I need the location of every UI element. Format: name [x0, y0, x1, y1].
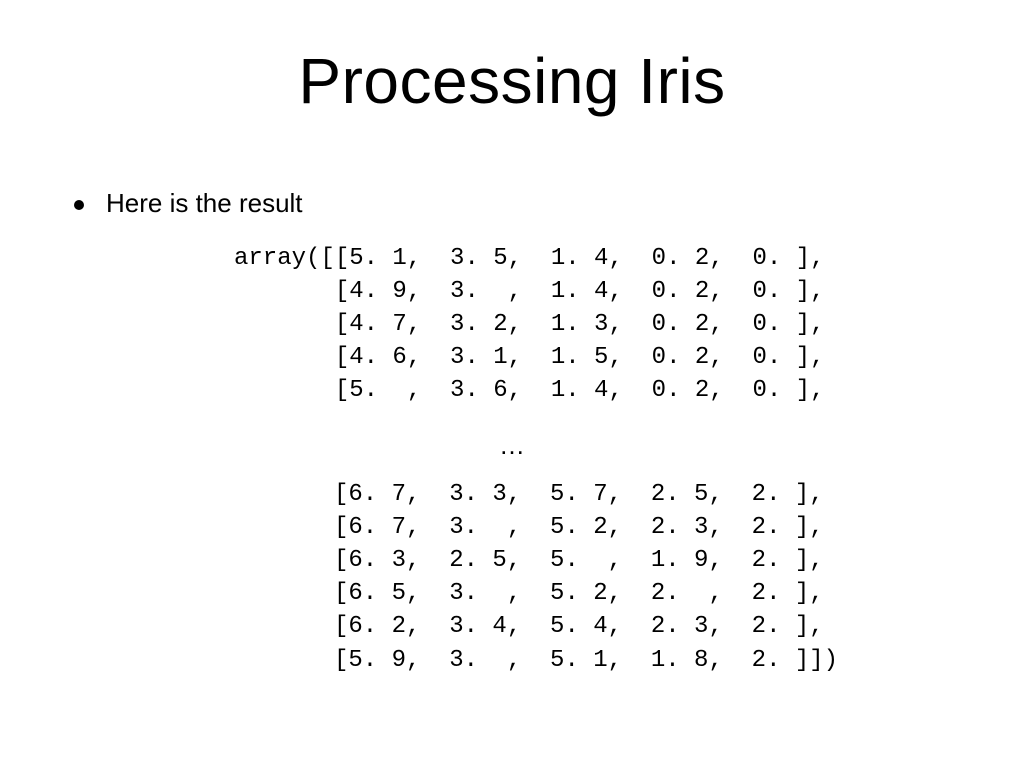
- ellipsis: …: [0, 430, 1024, 461]
- code-block-bottom: [6. 7, 3. 3, 5. 7, 2. 5, 2. ], [6. 7, 3.…: [334, 478, 838, 677]
- code-block-top: array([[5. 1, 3. 5, 1. 4, 0. 2, 0. ], [4…: [234, 242, 825, 408]
- bullet-text: Here is the result: [106, 188, 303, 219]
- bullet-dot-icon: [74, 200, 84, 210]
- slide-title: Processing Iris: [0, 44, 1024, 118]
- bullet-row: Here is the result: [74, 188, 303, 219]
- slide: Processing Iris Here is the result array…: [0, 0, 1024, 768]
